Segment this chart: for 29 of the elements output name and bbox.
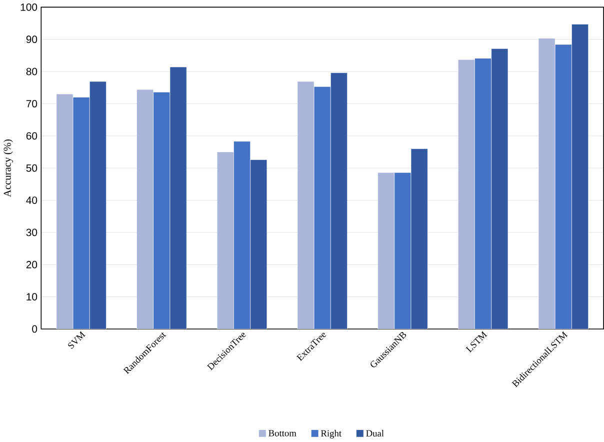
- bar: [234, 141, 250, 329]
- bar: [136, 89, 154, 329]
- y-tick-label: 20: [26, 260, 38, 268]
- bar: [314, 86, 331, 329]
- y-tick-label: 90: [26, 36, 38, 43]
- y-tick-label: 80: [26, 68, 38, 76]
- legend-label: Dual: [366, 430, 384, 436]
- bar: [554, 44, 572, 329]
- legend-label: Bottom: [268, 430, 296, 436]
- bar: [378, 172, 395, 329]
- bar: [474, 58, 492, 329]
- y-tick-label: 50: [26, 164, 38, 172]
- bar: [153, 92, 170, 329]
- bar: [394, 172, 412, 329]
- y-tick-label: 40: [26, 196, 38, 204]
- bar: [216, 152, 234, 329]
- y-tick-label: 10: [26, 293, 38, 300]
- bar: [538, 38, 556, 329]
- bar: [56, 94, 74, 329]
- legend-label: Right: [320, 430, 342, 438]
- y-tick-label: 30: [26, 228, 38, 236]
- y-tick-label: 0: [32, 325, 38, 333]
- y-tick-label: 60: [26, 132, 38, 140]
- bar: [297, 81, 314, 329]
- y-tick-label: 70: [26, 100, 38, 108]
- bar: [72, 97, 90, 329]
- bar: [458, 59, 475, 329]
- y-tick-label: 100: [20, 3, 38, 11]
- y-axis-title: Accuracy (%): [3, 139, 13, 197]
